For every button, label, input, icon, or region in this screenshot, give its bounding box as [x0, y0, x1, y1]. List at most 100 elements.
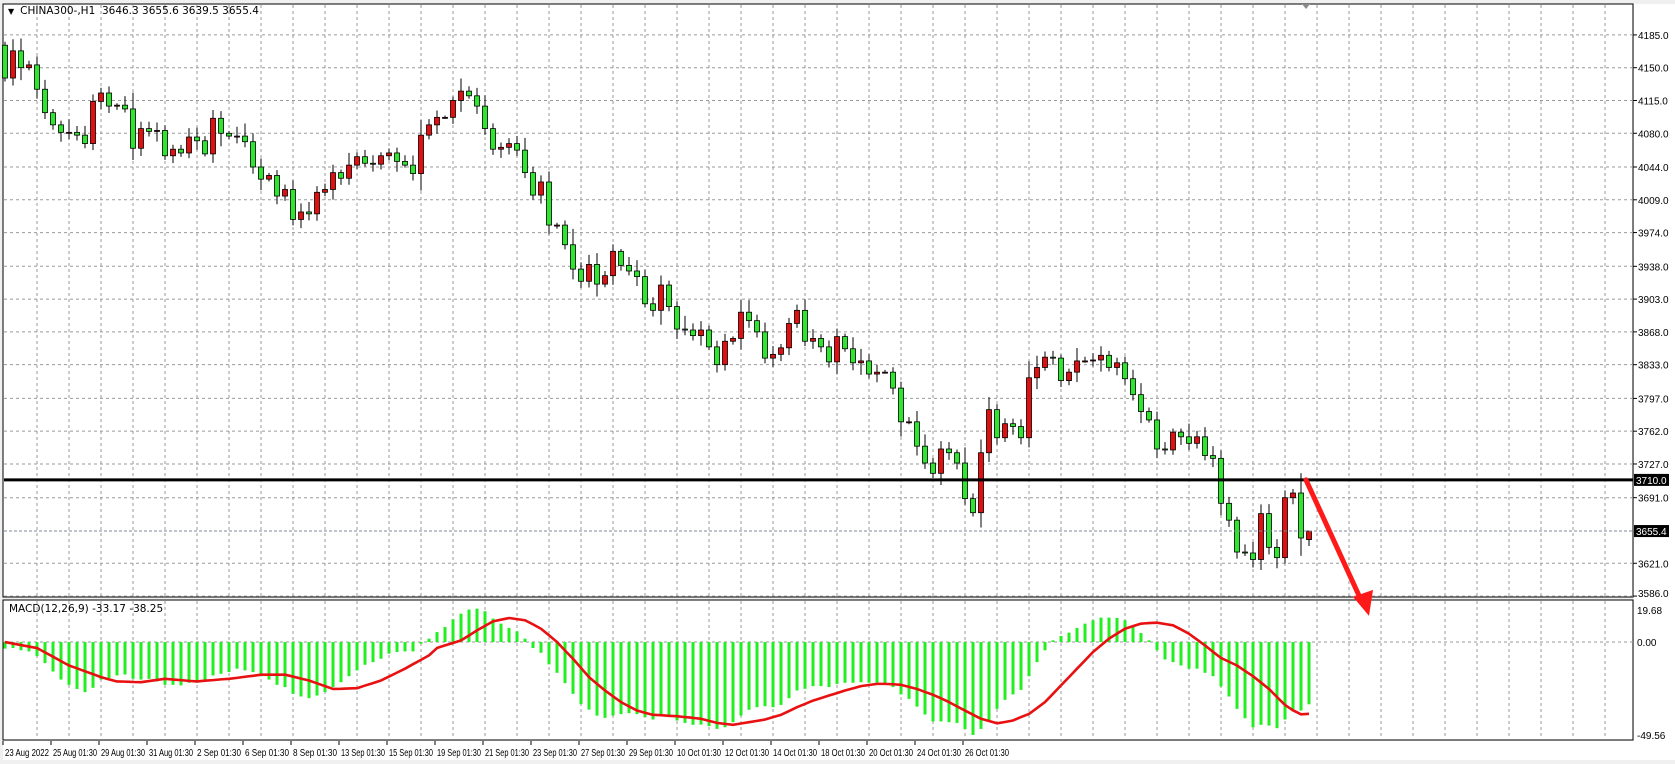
macd-bar [955, 642, 959, 723]
candle-body [474, 95, 480, 107]
candle [1226, 496, 1232, 527]
time-tick-label: 25 Aug 01:30 [53, 748, 97, 759]
candle-body [154, 130, 160, 132]
time-tick-label: 13 Sep 01:30 [341, 748, 385, 759]
macd-bar [731, 642, 735, 723]
macd-bar [419, 642, 423, 644]
candle [530, 166, 536, 200]
candle [274, 170, 280, 205]
candle [1242, 544, 1248, 557]
candle [506, 138, 512, 155]
macd-label: MACD(12,26,9) -33.17 -38.25 [9, 603, 163, 615]
macd-bar [603, 642, 607, 718]
macd-bar [331, 642, 335, 688]
candle [818, 334, 824, 353]
macd-pane[interactable] [2, 599, 1634, 741]
candle [338, 169, 344, 185]
candle-body [786, 323, 792, 349]
macd-bar [227, 642, 231, 673]
candle-body [1122, 362, 1128, 380]
macd-bar [211, 642, 215, 676]
horizontal-levels[interactable]: 3710.0 3655.4 [4, 473, 1669, 538]
down-arrow-annotation[interactable] [1303, 477, 1373, 616]
candle [442, 115, 448, 119]
macd-bar [1267, 642, 1271, 726]
chart-shift-marker-icon[interactable] [1302, 4, 1310, 9]
macd-bar [571, 642, 575, 694]
macd-bar [299, 642, 303, 697]
time-axis[interactable] [3, 741, 1675, 760]
candle-body [874, 371, 880, 375]
candle-body [418, 134, 424, 174]
macd-bar [699, 642, 703, 725]
macd-bar [883, 642, 887, 684]
candle-body [666, 284, 672, 307]
macd-bar [723, 642, 727, 728]
candle [1266, 504, 1272, 555]
price-axis[interactable] [1634, 4, 1675, 741]
macd-bar [1227, 642, 1231, 697]
macd-bar [1083, 623, 1087, 643]
macd-bar [339, 642, 343, 683]
dropdown-triangle-icon[interactable]: ▼ [8, 7, 15, 16]
macd-values: -33.17 -38.25 [92, 603, 164, 615]
candle [378, 152, 384, 170]
candle-body [978, 452, 984, 514]
macd-bar [891, 642, 895, 688]
candle [1170, 428, 1176, 455]
price-tick-label: 3797.0 [1638, 394, 1669, 405]
candle [402, 155, 408, 168]
candle-body [546, 181, 552, 226]
macd-bar [787, 642, 791, 699]
candle [1194, 430, 1200, 449]
time-tick-label: 26 Oct 01:30 [965, 748, 1009, 759]
arrow-shaft[interactable] [1303, 477, 1364, 603]
macd-bar [1299, 642, 1303, 711]
candle-body [106, 92, 112, 107]
candle-body [90, 101, 96, 144]
macd-bar [115, 642, 119, 676]
candle-body [922, 445, 928, 464]
macd-bar [179, 642, 183, 686]
candle-body [946, 448, 952, 454]
macd-bar [1195, 642, 1199, 669]
candle-body [1146, 411, 1152, 421]
macd-bar [163, 642, 167, 685]
price-pane[interactable] [2, 3, 1634, 598]
candle [786, 317, 792, 356]
candle-body [778, 347, 784, 355]
candle [522, 137, 528, 179]
candle-body [98, 92, 104, 102]
price-tick-label: 3938.0 [1638, 262, 1669, 273]
candle [714, 340, 720, 373]
candle-body [298, 211, 304, 220]
macd-bar [1107, 617, 1111, 643]
macd-bar [1155, 642, 1159, 651]
price-tick-label: 4009.0 [1638, 196, 1669, 207]
macd-bar [627, 642, 631, 714]
macd-bar [939, 642, 943, 722]
candle [890, 367, 896, 395]
candle [322, 183, 328, 197]
candle [26, 60, 32, 71]
macd-bar [323, 642, 327, 693]
time-tick-label: 18 Oct 01:30 [821, 748, 865, 759]
candle-body [658, 284, 664, 311]
candle [746, 300, 752, 328]
macd-bar [11, 642, 15, 649]
candle-body [914, 421, 920, 447]
candle [50, 108, 56, 130]
candle-body [466, 90, 472, 97]
candle [762, 322, 768, 364]
macd-bar [683, 642, 687, 723]
candle [1042, 351, 1048, 371]
macd-bar [387, 642, 391, 654]
chart-header: ▼ CHINA300-,H1 3646.3 3655.6 3639.5 3655.… [8, 5, 259, 17]
price-label-box [1634, 473, 1669, 486]
candle-body [482, 105, 488, 129]
candle [1234, 516, 1240, 559]
candle-body [170, 148, 176, 157]
arrow-head-icon[interactable] [1353, 589, 1373, 616]
